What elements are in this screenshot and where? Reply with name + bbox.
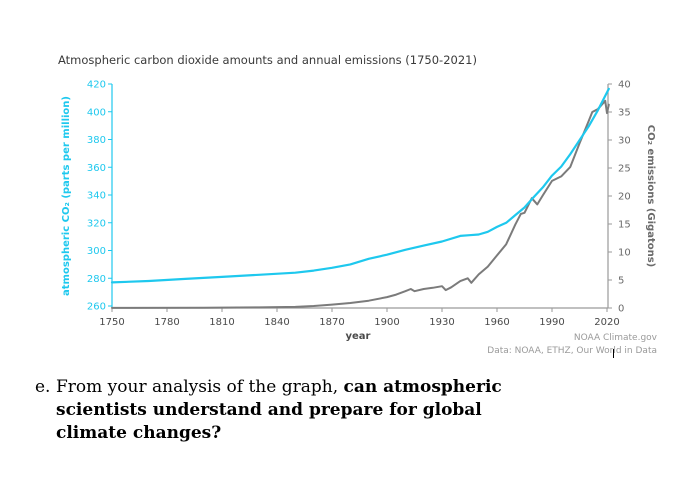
- question-bold-line-1: can atmospheric: [343, 377, 502, 397]
- question-bold-line-3: climate changes?: [56, 423, 222, 443]
- x-axis-label: year: [346, 331, 371, 342]
- co2-concentration-line: [110, 87, 610, 284]
- x-tick-label: 2020: [594, 317, 619, 328]
- text-cursor: [613, 349, 614, 358]
- credit-data-sources: Data: NOAA, ETHZ, Our World in Data: [487, 346, 657, 356]
- left-y-tick-label: 340: [87, 191, 106, 202]
- right-y-tick-label: 10: [618, 248, 631, 259]
- x-tick-label: 1870: [319, 317, 344, 328]
- left-y-tick-label: 320: [87, 218, 106, 229]
- left-y-ticks: 260 280 300 320 340 360 380 400 420: [87, 80, 112, 313]
- co2-emissions-line: [111, 99, 610, 309]
- right-y-ticks: 0 5 10 15 20 25 30 35 40: [608, 80, 631, 315]
- x-tick-label: 1900: [374, 317, 399, 328]
- x-tick-label: 1960: [484, 317, 509, 328]
- chart-title: Atmospheric carbon dioxide amounts and a…: [58, 53, 477, 67]
- left-y-tick-label: 300: [87, 246, 106, 257]
- right-y-tick-label: 0: [618, 304, 624, 315]
- left-y-tick-label: 360: [87, 163, 106, 174]
- question-e: e. From your analysis of the graph, can a…: [35, 376, 675, 445]
- right-y-tick-label: 30: [618, 136, 631, 147]
- left-y-tick-label: 400: [87, 107, 106, 118]
- left-y-tick-label: 260: [87, 302, 106, 313]
- x-tick-label: 1780: [154, 317, 179, 328]
- question-line-1: e. From your analysis of the graph, can a…: [35, 376, 675, 399]
- right-y-tick-label: 35: [618, 108, 631, 119]
- series-layer: [110, 87, 610, 309]
- right-y-tick-label: 40: [618, 80, 631, 91]
- x-ticks: 1750 1780 1810 1840 1870 1900 1930 1960 1990 2020: [99, 308, 620, 328]
- right-y-tick-label: 15: [618, 220, 631, 231]
- right-y-axis-label: CO₂ emissions (Gigatons): [645, 125, 656, 268]
- left-y-axis-label: atmospheric CO₂ (parts per million): [61, 96, 72, 296]
- question-bold-line-2: scientists understand and prepare for gl…: [56, 400, 482, 420]
- left-y-tick-label: 420: [87, 80, 106, 91]
- x-tick-label: 1930: [429, 317, 454, 328]
- right-y-tick-label: 20: [618, 192, 631, 203]
- right-y-tick-label: 5: [618, 276, 624, 287]
- credit-noaa: NOAA Climate.gov: [574, 333, 658, 343]
- right-y-tick-label: 25: [618, 164, 631, 175]
- x-tick-label: 1810: [209, 317, 234, 328]
- x-tick-label: 1840: [264, 317, 289, 328]
- co2-chart: Atmospheric carbon dioxide amounts and a…: [58, 53, 658, 356]
- question-line-2: scientists understand and prepare for gl…: [35, 399, 675, 422]
- left-y-tick-label: 280: [87, 274, 106, 285]
- question-normal-text: From your analysis of the graph,: [56, 377, 344, 397]
- left-y-tick-label: 380: [87, 135, 106, 146]
- question-prefix: e.: [35, 377, 51, 397]
- question-line-3: climate changes?: [35, 422, 675, 445]
- x-tick-label: 1990: [539, 317, 564, 328]
- x-tick-label: 1750: [99, 317, 124, 328]
